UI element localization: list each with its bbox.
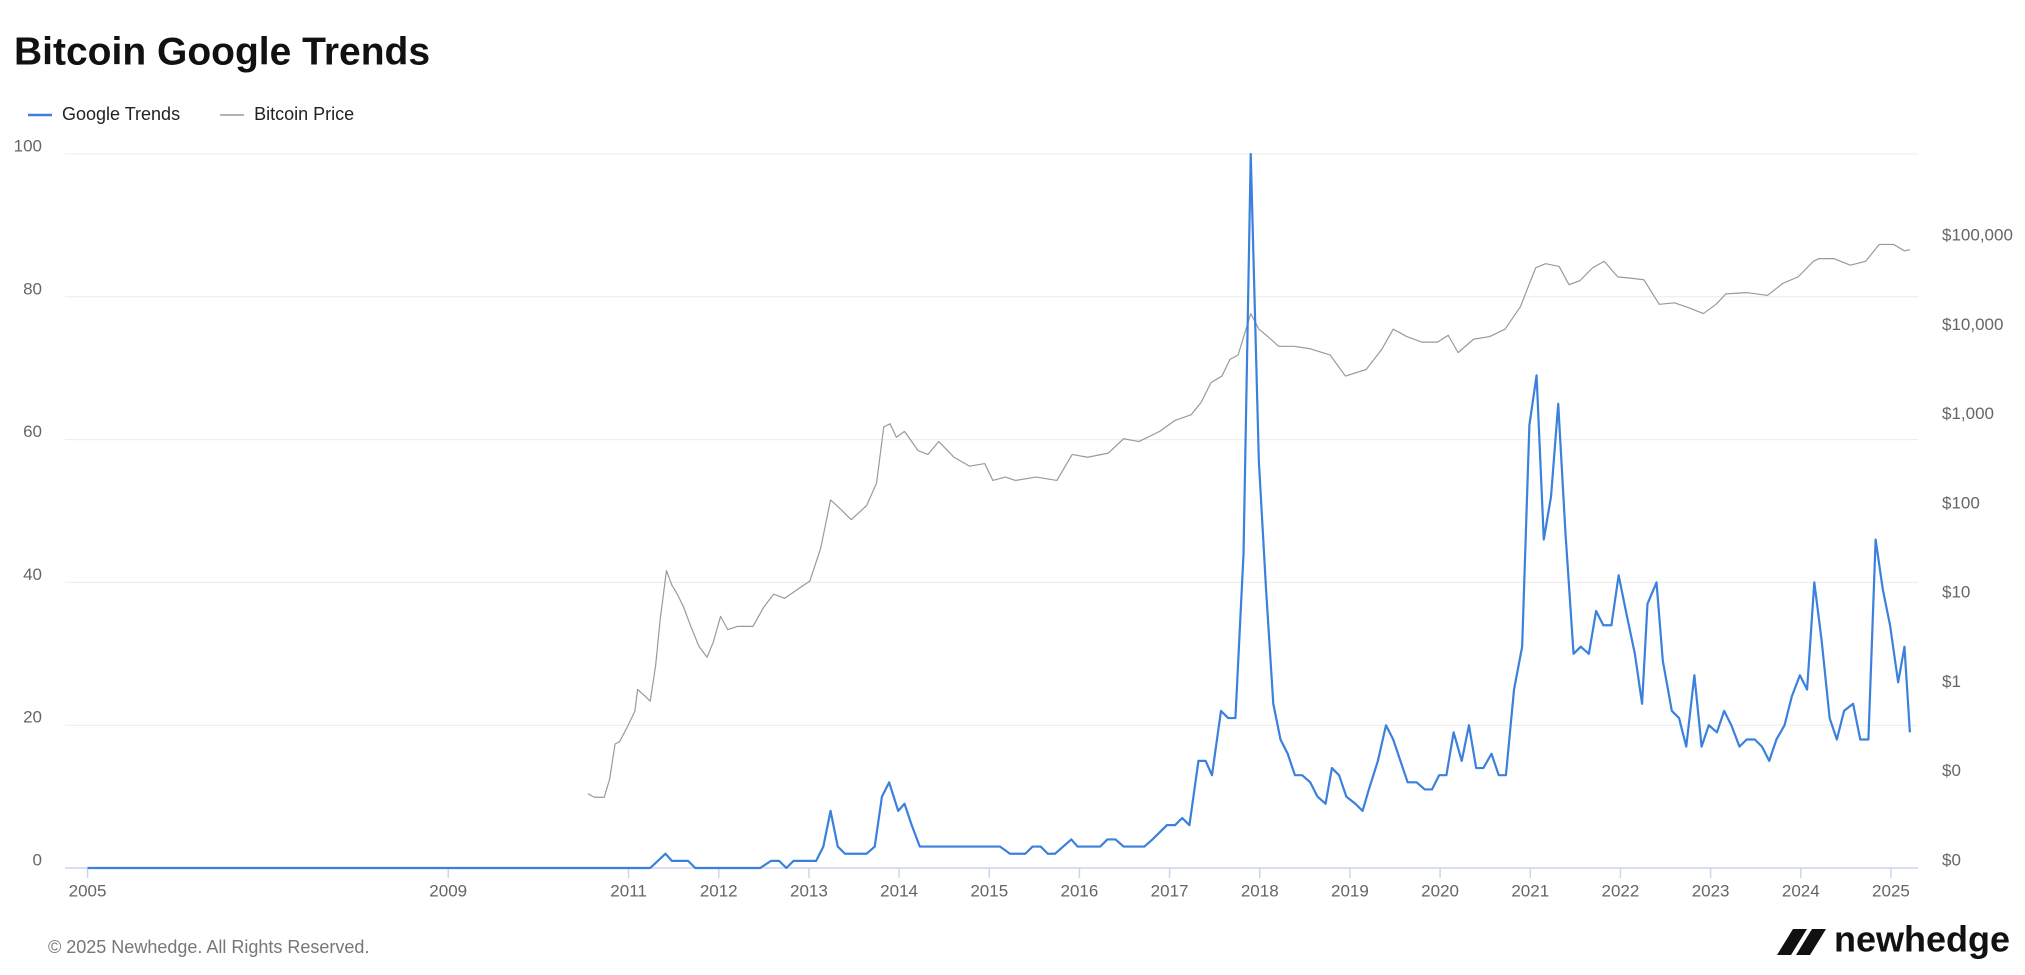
legend-label: Bitcoin Price [254, 104, 354, 124]
x-tick-label: 2025 [1872, 881, 1910, 900]
logo: newhedge [1777, 919, 2010, 960]
logo-text: newhedge [1834, 919, 2010, 960]
y2-tick-label: $10,000 [1942, 315, 2003, 334]
x-tick-label: 2016 [1061, 881, 1099, 900]
logo-icon [1777, 929, 1807, 955]
x-tick-label: 2019 [1331, 881, 1369, 900]
y2-tick-label: $10 [1942, 583, 1970, 602]
y-tick-label: 0 [33, 850, 42, 869]
x-tick-label: 2018 [1241, 881, 1279, 900]
x-tick-label: 2021 [1511, 881, 1549, 900]
x-tick-label: 2024 [1782, 881, 1820, 900]
y-tick-label: 100 [14, 136, 42, 155]
y-tick-label: 40 [23, 565, 42, 584]
legend-item: Google Trends [28, 104, 180, 124]
legend-item: Bitcoin Price [220, 104, 354, 124]
x-tick-label: 2015 [970, 881, 1008, 900]
x-tick-label: 2009 [429, 881, 467, 900]
y2-tick-label: $100,000 [1942, 226, 2013, 245]
x-tick-label: 2020 [1421, 881, 1459, 900]
x-tick-label: 2023 [1692, 881, 1730, 900]
y-tick-label: 60 [23, 422, 42, 441]
y-tick-label: 20 [23, 708, 42, 727]
y-tick-label: 80 [23, 279, 42, 298]
x-tick-label: 2022 [1602, 881, 1640, 900]
y2-tick-label: $100 [1942, 493, 1980, 512]
y2-tick-label: $1,000 [1942, 404, 1994, 423]
x-tick-label: 2014 [880, 881, 918, 900]
series-line [87, 152, 1911, 870]
x-tick-label: 2012 [700, 881, 738, 900]
y2-tick-label: $0 [1942, 850, 1961, 869]
legend-label: Google Trends [62, 104, 180, 124]
series-line [587, 243, 1911, 798]
y2-tick-label: $1 [1942, 672, 1961, 691]
logo-icon [1796, 929, 1826, 955]
chart-title: Bitcoin Google Trends [14, 30, 430, 73]
x-tick-label: 2011 [610, 881, 647, 900]
x-tick-label: 2005 [69, 881, 107, 900]
footer: © 2025 Newhedge. All Rights Reserved. [48, 937, 369, 957]
x-tick-label: 2013 [790, 881, 828, 900]
y2-tick-label: $0 [1942, 761, 1961, 780]
x-tick-label: 2017 [1151, 881, 1189, 900]
